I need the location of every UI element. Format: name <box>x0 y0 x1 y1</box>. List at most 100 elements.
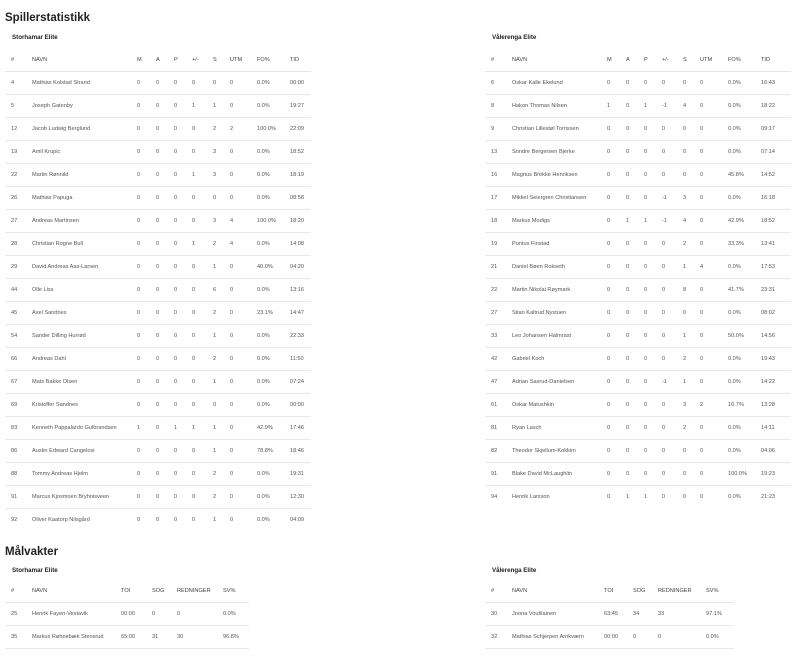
table-row: 91 Blake David McLaughlin 0 0 0 0 0 0 100.0% 19:2… <box>485 462 791 486</box>
cell-navn: Andreas Dahl <box>26 347 131 371</box>
cell-m: 0 <box>601 117 620 141</box>
cell-s: 0 <box>683 494 687 500</box>
cell-navn: Mats Bakke Olsen <box>26 370 131 394</box>
cell-utm: 0 <box>694 347 722 371</box>
cell-: 19 <box>5 140 26 164</box>
cell-toi: 63:45 <box>598 602 627 626</box>
cell-navn: Christian Lillestøl Torrissen <box>506 117 601 141</box>
cell-utm: 0 <box>224 278 251 302</box>
cell-s: 3 <box>207 140 224 164</box>
cell-utm: 0 <box>224 94 251 118</box>
cell-fo: 0.0% <box>251 94 284 118</box>
cell-: 1 <box>186 232 207 256</box>
cell-utm: 0 <box>694 209 722 233</box>
cell-navn: Sondre Bergersen Bjerke <box>506 140 601 164</box>
cell-tid: 11:50 <box>284 347 311 371</box>
cell-fo: 100.0% <box>251 209 284 233</box>
cell-utm: 0 <box>224 439 251 463</box>
header-row: # NAVN TOI SOG REDNINGER SV% <box>485 580 734 603</box>
cell-s: 2 <box>677 416 694 440</box>
cell-p: 0 <box>168 301 186 325</box>
cell-: 28 <box>5 232 26 256</box>
table-row: 9 Christian Lillestøl Torrissen 0 0 0 0 0 0 0.0%… <box>485 117 791 141</box>
cell-tid: 00:00 <box>284 393 311 417</box>
cell-p: 0 <box>638 278 656 302</box>
cell-fo: 0.0% <box>722 71 755 95</box>
cell-a: 0 <box>620 232 638 256</box>
cell-: 0 <box>656 347 677 371</box>
home-team-label: Storhamar Elite <box>12 34 58 41</box>
cell-navn: Joseph Gatenby <box>26 94 131 118</box>
cell-utm: 0 <box>700 494 704 500</box>
cell-navn: Oliver Kaatorp Nilsgård <box>32 517 90 523</box>
column-header: # <box>5 580 26 603</box>
cell-navn: Martin Rønnild <box>26 163 131 187</box>
cell-s: 1 <box>207 439 224 463</box>
column-header: +/- <box>186 49 207 72</box>
cell-fo: 0.0% <box>251 186 284 210</box>
cell-utm: 0 <box>224 255 251 279</box>
away-team-label: Vålerenga Elite <box>492 34 537 41</box>
cell-navn: Mathias Kolstad Strand <box>26 71 131 95</box>
cell-p: 0 <box>638 71 656 95</box>
cell-: 29 <box>5 255 26 279</box>
cell-utm: 0 <box>694 416 722 440</box>
cell-fo: 41.7% <box>722 278 755 302</box>
cell-fo: 0.0% <box>722 94 755 118</box>
cell-navn: Gabriel Koch <box>506 347 601 371</box>
cell-s: 3 <box>207 209 224 233</box>
cell-a: 0 <box>620 393 638 417</box>
cell-utm: 4 <box>694 255 722 279</box>
cell-a: 0 <box>620 186 638 210</box>
column-header: # <box>485 580 506 603</box>
table-row: 92 Oliver Kaatorp Nilsgård 0 0 0 0 1 0 0.0% 04:09 <box>5 509 311 532</box>
table-row: 66 Andreas Dahl 0 0 0 0 2 0 0.0% 11:50 <box>5 347 311 371</box>
cell-p: 0 <box>168 370 186 394</box>
table-row: 47 Adrian Saxrud-Danielsen 0 0 0 -1 1 0 0.0% 14:2… <box>485 370 791 394</box>
cell-navn: David Andreas Aas-Larsen <box>26 255 131 279</box>
cell-fo: 100.0% <box>251 117 284 141</box>
cell-utm: 4 <box>224 209 251 233</box>
cell-: 12 <box>5 117 26 141</box>
cell-p: 0 <box>168 324 186 348</box>
cell-navn: Martin Nikolai Røymark <box>506 278 601 302</box>
cell-: 0 <box>662 494 666 500</box>
cell-navn: Austin Edward Cangelosi <box>26 439 131 463</box>
cell-p: 0 <box>638 439 656 463</box>
cell-fo: 0.0% <box>728 494 741 500</box>
cell-m: 0 <box>607 494 611 500</box>
cell-redninger: 33 <box>652 602 700 626</box>
cell-: 13 <box>485 140 506 164</box>
cell-tid: 19:23 <box>755 462 791 486</box>
cell-tid: 07:24 <box>284 370 311 394</box>
cell-utm: 0 <box>694 117 722 141</box>
cell-: 18 <box>485 209 506 233</box>
cell-a: 0 <box>620 71 638 95</box>
table-row: 30 Joona Voutilainen 63:45 34 33 97.1% <box>485 602 734 626</box>
cell-tid: 07:14 <box>755 140 791 164</box>
cell-fo: 0.0% <box>251 278 284 302</box>
cell-m: 0 <box>601 439 620 463</box>
table-row: 61 Oskar Matushkin 0 0 0 0 3 2 16.7% 13:28 <box>485 393 791 417</box>
cell-fo: 0.0% <box>251 163 284 187</box>
table-row: 5 Joseph Gatenby 0 0 0 1 1 0 0.0% 19:27 <box>5 94 311 118</box>
cell-utm: 0 <box>224 140 251 164</box>
cell-: 5 <box>5 94 26 118</box>
cell-: 0 <box>656 140 677 164</box>
cell-a: 0 <box>150 347 168 371</box>
away-goalies-team-label: Vålerenga Elite <box>492 567 537 574</box>
cell-m: 0 <box>131 485 150 509</box>
cell-m: 0 <box>131 94 150 118</box>
goalie-stats-title: Målvakter <box>5 546 59 558</box>
cell-m: 0 <box>131 209 150 233</box>
cell-navn: Christian Rogne Bull <box>26 232 131 256</box>
cell-s: 0 <box>207 393 224 417</box>
cell-s: 1 <box>207 370 224 394</box>
cell-m: 0 <box>601 324 620 348</box>
cell-s: 0 <box>677 163 694 187</box>
cell-p: 0 <box>638 163 656 187</box>
table-row: 25 Henrik Fayen-Vestavik 00:00 0 0 0.0% <box>5 602 249 626</box>
cell-m: 0 <box>601 393 620 417</box>
cell-a: 0 <box>150 324 168 348</box>
cell-: 82 <box>485 439 506 463</box>
